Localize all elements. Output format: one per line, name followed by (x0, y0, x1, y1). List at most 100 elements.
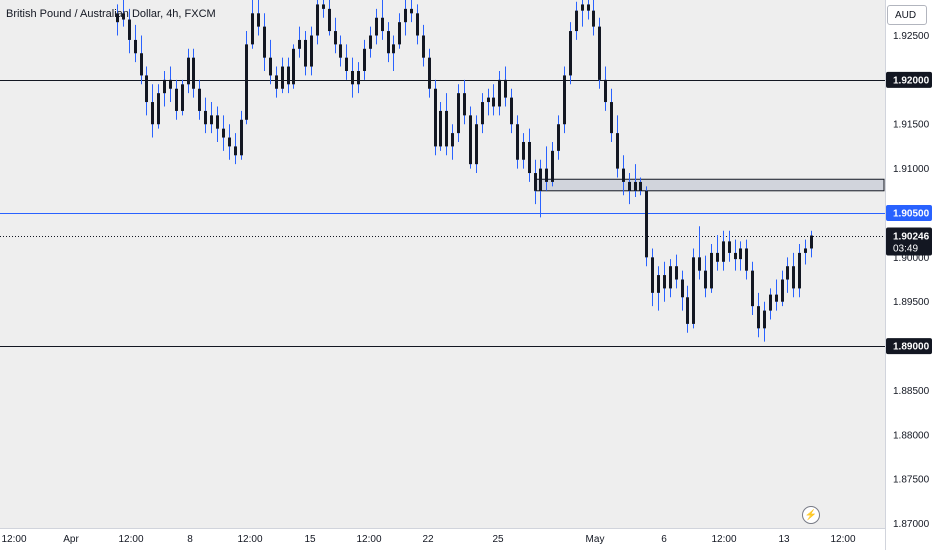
candle-body (628, 181, 631, 191)
candle-body (575, 10, 578, 32)
candle-body (675, 266, 678, 280)
candle-body (287, 66, 290, 85)
candle-body (634, 181, 637, 191)
candle-body (781, 279, 784, 302)
candle-body (451, 133, 454, 147)
candle-body (810, 235, 813, 249)
candle-body (345, 57, 348, 71)
candle-body (557, 124, 560, 151)
time-tick-label: 12:00 (830, 534, 855, 545)
candle-body (381, 17, 384, 32)
candle-body (145, 75, 148, 103)
time-tick-label: 12:00 (711, 534, 736, 545)
candle-body (728, 241, 731, 253)
candle-body (569, 31, 572, 76)
time-tick-label: 12:00 (237, 534, 262, 545)
candle-body (251, 13, 254, 45)
candle-body (245, 44, 248, 120)
candle-body (786, 266, 789, 280)
candle-body (157, 93, 160, 125)
candle-body (651, 257, 654, 293)
candle-body (698, 257, 701, 271)
bar-countdown-label: 03:49 (893, 244, 918, 255)
candle-body (392, 44, 395, 54)
candle-body (210, 115, 213, 125)
candle-body (351, 70, 354, 85)
candle-body (745, 248, 748, 271)
candle-body (434, 88, 437, 147)
candle-body (404, 8, 407, 23)
current-price-tag (886, 227, 932, 256)
candle-body (310, 35, 313, 67)
candle-body (163, 79, 166, 94)
candle-body (269, 57, 272, 76)
candle-body (334, 31, 337, 45)
candle-body (304, 39, 307, 67)
price-tick-label: 1.92500 (893, 31, 930, 42)
level-price-label: 1.90500 (893, 208, 930, 219)
level-price-label: 1.92000 (893, 75, 930, 86)
candle-body (128, 19, 131, 40)
candle-body (504, 79, 507, 98)
candle-body (181, 84, 184, 111)
time-tick-label: 6 (661, 534, 667, 545)
candle-body (792, 266, 795, 289)
candle-body (657, 275, 660, 293)
time-tick-label: Apr (63, 534, 79, 545)
candle-body (140, 53, 143, 76)
candle-body (528, 141, 531, 174)
candle-body (587, 4, 590, 11)
price-tick-label: 1.89500 (893, 297, 930, 308)
candle-body (263, 26, 266, 58)
current-price-label: 1.90246 (893, 232, 930, 243)
candle-body (175, 88, 178, 111)
time-tick-label: 12:00 (356, 534, 381, 545)
candle-body (234, 146, 237, 156)
candle-body (775, 294, 778, 302)
candle-body (192, 57, 195, 89)
candle-body (563, 75, 566, 125)
candle-body (357, 70, 360, 85)
candle-body (722, 241, 725, 262)
supply-demand-zone[interactable] (534, 178, 885, 192)
candle-body (363, 48, 366, 71)
lightning-icon[interactable]: ⚡ (802, 506, 820, 524)
candle-body (622, 168, 625, 182)
candle-body (734, 252, 737, 260)
price-tick-label: 1.87500 (893, 475, 930, 486)
candle-body (716, 252, 719, 262)
candle-body (416, 13, 419, 36)
candle-body (598, 26, 601, 80)
candle-body (639, 181, 642, 191)
currency-selector[interactable]: AUD (887, 5, 927, 25)
candle-body (487, 97, 490, 103)
candle-body (445, 110, 448, 147)
candle-body (198, 88, 201, 111)
symbol-title[interactable]: British Pound / Australian Dollar, 4h, F… (6, 8, 216, 20)
candle-body (763, 310, 766, 329)
candle-body (257, 13, 260, 27)
level-price-tag (886, 71, 932, 88)
price-tick-label: 1.88500 (893, 386, 930, 397)
candle-body (522, 141, 525, 160)
price-tick-label: 1.87000 (893, 519, 930, 530)
candle-body (387, 31, 390, 54)
candle-body (539, 168, 542, 191)
price-tick-label: 1.91500 (893, 120, 930, 131)
time-tick-label: 12:00 (118, 534, 143, 545)
candle-body (216, 115, 219, 129)
candle-body (592, 10, 595, 27)
candle-body (240, 119, 243, 156)
price-tick-label: 1.88000 (893, 430, 930, 441)
candle-body (439, 110, 442, 147)
candle-body (222, 128, 225, 138)
candle-body (428, 57, 431, 89)
candle-body (510, 97, 513, 125)
candle-body (663, 275, 666, 289)
candle-body (757, 306, 760, 329)
candle-body (339, 44, 342, 58)
candle-body (616, 133, 619, 169)
candle-body (322, 4, 325, 9)
